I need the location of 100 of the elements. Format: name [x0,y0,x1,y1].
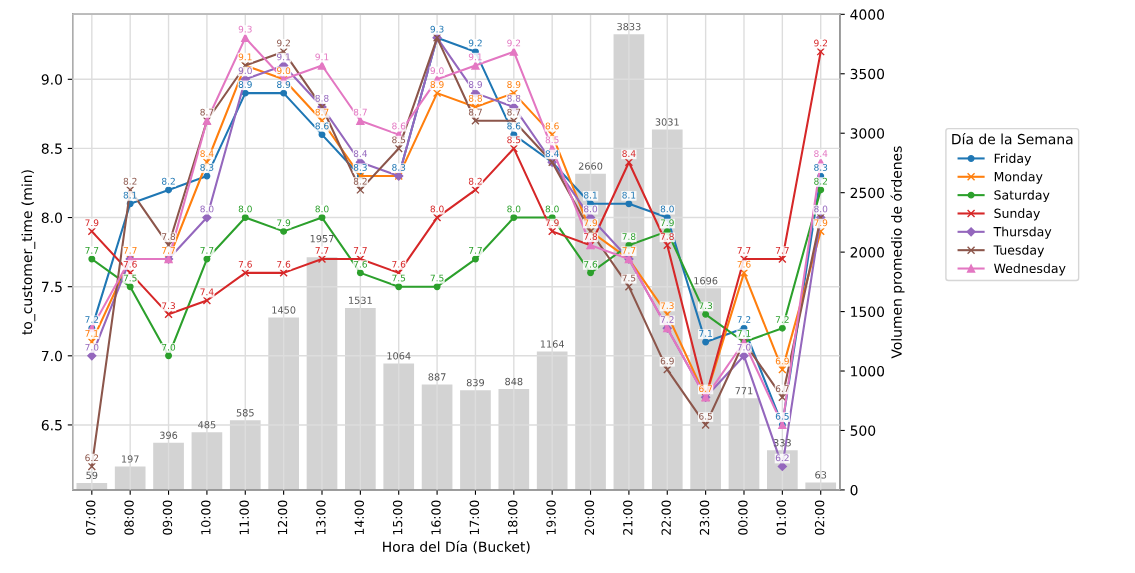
data-label: 8.9 [430,81,444,88]
y-tick-label: 9.0 [41,74,62,85]
data-label: 7.5 [123,274,137,282]
x-tick-label: 11:00 [239,500,249,535]
data-label: 7.7 [469,247,482,254]
x-tick-label: 09:00 [162,500,173,535]
data-label: 7.9 [277,219,291,227]
data-label: 7.9 [814,219,828,227]
y2-tick-label: 500 [850,425,876,436]
data-label: 9.0 [238,67,252,75]
data-label: 839 [466,378,485,387]
data-label: 8.8 [468,94,483,102]
data-label: 8.7 [507,108,521,116]
data-label: 7.6 [584,260,598,268]
data-label: 8.2 [814,177,827,185]
y-tick-label: 8.5 [41,143,62,154]
data-label: 8.0 [660,205,674,213]
data-label: 8.4 [200,150,214,158]
x-tick-label: 00:00 [738,500,748,535]
data-label: 8.9 [238,81,252,88]
data-label: 6.2 [775,454,789,462]
data-label: 7.8 [660,233,674,240]
data-label: 7.7 [85,247,99,254]
data-label: 396 [160,431,178,439]
data-label: 2660 [578,162,603,170]
data-label: 6.7 [775,385,789,393]
y2-tick-label: 3000 [850,128,885,139]
data-label: 3833 [617,22,641,31]
data-label: 485 [198,421,216,429]
data-label: 9.3 [238,25,252,33]
data-label: 8.4 [622,150,636,158]
data-label: 7.2 [660,316,674,323]
data-label: 7.1 [699,330,712,337]
x-tick-label: 15:00 [392,500,403,535]
data-label: 1164 [540,340,564,348]
data-label: 7.7 [737,247,751,254]
data-label: 8.4 [814,150,828,158]
data-label: 848 [505,377,523,386]
x-tick-label: 22:00 [661,500,671,535]
y-axis-title: to_customer_time (min) [21,170,36,335]
data-label: 6.5 [775,412,789,420]
data-label: 6.9 [660,357,674,365]
data-label: 8.0 [430,205,444,213]
data-label: 7.2 [85,316,99,323]
data-label: 7.7 [353,247,367,254]
y2-tick-label: 0 [850,484,858,496]
data-label: 7.2 [775,316,789,323]
data-label: 8.0 [814,205,828,213]
data-label: 8.9 [277,81,291,88]
data-label: 8.4 [545,150,559,158]
y-tick-label: 6.5 [41,419,62,431]
data-label: 7.7 [315,247,329,254]
data-label: 8.0 [238,205,252,213]
data-label: 7.9 [584,219,598,227]
y-tick-label: 8.0 [41,212,62,224]
data-label: 7.5 [392,274,406,282]
data-label: 6.9 [775,357,789,365]
data-label: 7.8 [622,233,636,240]
data-label: 9.3 [430,25,444,33]
data-label: 9.1 [315,53,329,61]
data-label: 7.9 [545,219,559,227]
data-label: 8.7 [468,108,482,116]
data-label: 7.6 [238,260,252,268]
y2-tick-label: 2500 [850,187,885,199]
data-label: 8.3 [353,164,367,171]
data-label: 8.1 [622,191,636,199]
y-tick-label: 7.5 [41,281,62,293]
data-label: 9.1 [277,53,290,61]
data-label: 7.5 [622,274,636,282]
data-label: 887 [428,373,446,381]
x-tick-label: 13:00 [316,500,326,535]
y2-tick-label: 2000 [850,247,885,258]
data-label: 8.6 [315,122,329,130]
data-label: 8.2 [468,177,482,185]
data-label: 7.0 [162,343,176,351]
data-label: 8.0 [507,205,521,213]
data-label: 197 [121,455,139,463]
x-tick-label: 17:00 [469,500,480,535]
x-tick-label: 23:00 [699,500,710,535]
legend-label: Tuesday [993,245,1045,258]
x-tick-label: 12:00 [277,500,288,535]
data-label: 8.7 [353,108,367,116]
data-label: 7.7 [123,247,137,254]
data-label: 8.5 [545,136,559,144]
data-label: 8.3 [392,164,406,171]
data-label: 8.9 [468,81,482,88]
data-label: 6.2 [85,454,99,462]
x-tick-label: 20:00 [584,500,595,535]
data-label: 1696 [694,277,718,285]
data-label: 7.4 [200,288,214,296]
data-label: 7.7 [200,247,214,254]
data-label: 8.1 [123,191,137,199]
data-label: 8.4 [353,150,368,158]
data-label: 1957 [310,234,334,243]
data-label: 771 [735,387,753,395]
data-label: 7.2 [737,316,751,323]
data-label: 9.2 [507,39,521,47]
x-tick-label: 08:00 [124,500,134,535]
data-label: 3031 [655,118,679,126]
data-label: 7.7 [622,247,636,254]
